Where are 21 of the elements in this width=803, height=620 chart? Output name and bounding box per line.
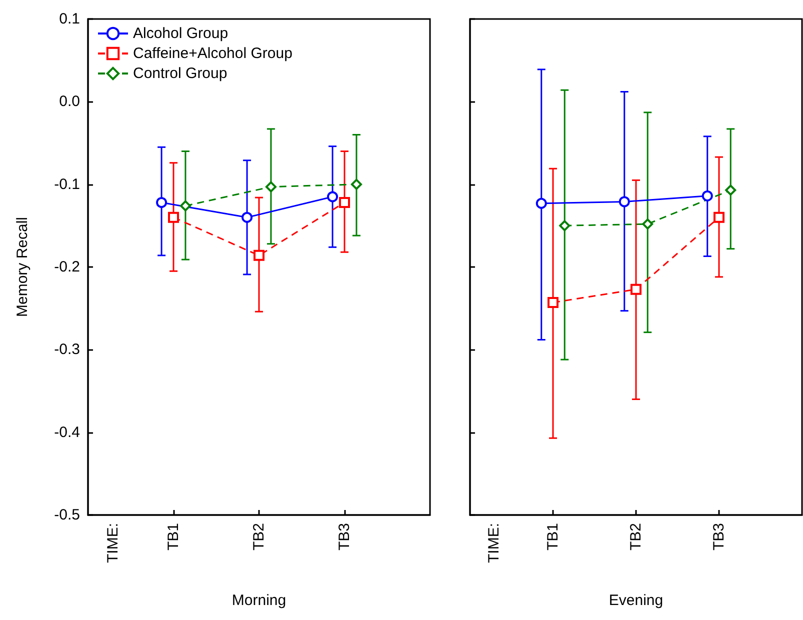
legend-label: Control Group bbox=[133, 65, 228, 82]
legend-label: Alcohol Group bbox=[133, 25, 228, 42]
y-tick-label: 0.1 bbox=[59, 10, 80, 28]
y-tick-label: -0.1 bbox=[54, 176, 80, 193]
x-tick-label: TB2 bbox=[250, 523, 268, 551]
x-tick-label: TB3 bbox=[710, 523, 728, 551]
text: TIME: bbox=[104, 523, 122, 563]
text: TIME: bbox=[486, 523, 503, 563]
x-tick-label: TB2 bbox=[628, 523, 644, 551]
y-tick-label: -0.2 bbox=[54, 258, 80, 276]
y-axis-title: Memory Recall bbox=[14, 216, 31, 318]
y-tick-label: -0.4 bbox=[54, 424, 80, 441]
y-tick-label: -0.3 bbox=[54, 341, 80, 358]
y-tick-label: 0.0 bbox=[59, 93, 80, 110]
x-tick-label: TB3 bbox=[336, 523, 353, 551]
x-tick-label: TB1 bbox=[544, 523, 562, 551]
x-axis-title: Evening bbox=[608, 592, 664, 609]
x-axis-title: Morning bbox=[232, 592, 286, 609]
x-tick-label: TB1 bbox=[165, 523, 182, 551]
legend-label: Caffeine+Alcohol Group bbox=[133, 45, 292, 62]
y-tick-label: -0.5 bbox=[54, 506, 80, 524]
